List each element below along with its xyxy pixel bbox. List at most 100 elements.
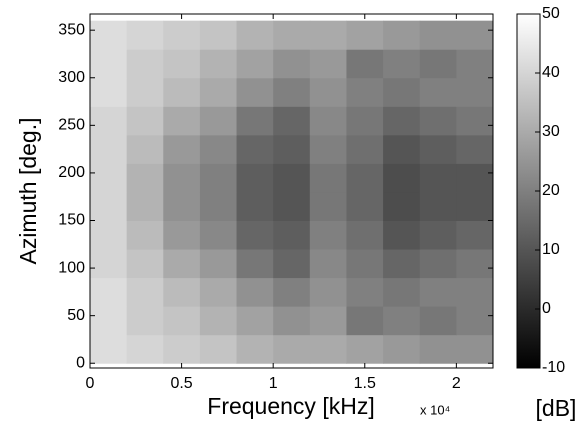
colorbar-tick-label: 30 bbox=[542, 123, 560, 140]
heatmap-cell bbox=[419, 191, 457, 221]
heatmap-cell bbox=[456, 163, 494, 193]
x-tick-label: 1 bbox=[269, 375, 278, 392]
heatmap-cell bbox=[163, 163, 201, 193]
y-axis-label: Azimuth [deg.] bbox=[15, 117, 41, 264]
heatmap-cell bbox=[163, 106, 201, 136]
heatmap-cell bbox=[126, 77, 164, 107]
heatmap-cell bbox=[199, 306, 238, 336]
heatmap-cell bbox=[309, 220, 347, 250]
heatmap-cell bbox=[309, 134, 347, 164]
heatmap-cell bbox=[346, 220, 384, 250]
heatmap-cell bbox=[309, 306, 347, 336]
heatmap-cell bbox=[236, 163, 274, 193]
heatmap-cell bbox=[126, 134, 164, 164]
heatmap-cell bbox=[456, 20, 494, 50]
heatmap-cell bbox=[90, 134, 128, 164]
heatmap-cell bbox=[163, 49, 201, 79]
heatmap-cell bbox=[419, 20, 457, 50]
colorbar-tick-label: -10 bbox=[542, 359, 565, 376]
x-multiplier: x 10⁴ bbox=[420, 402, 450, 417]
heatmap-cell bbox=[163, 220, 201, 250]
colorbar-tick-label: 40 bbox=[542, 64, 560, 81]
heatmap-cell bbox=[126, 163, 164, 193]
heatmap-cell bbox=[90, 249, 128, 279]
heatmap-cell bbox=[273, 249, 311, 279]
heatmap-cell bbox=[90, 20, 128, 50]
heatmap-cell bbox=[456, 220, 494, 250]
x-tick-label: 0 bbox=[86, 375, 95, 392]
heatmap-cell bbox=[419, 163, 457, 193]
heatmap-cell bbox=[199, 106, 238, 136]
heatmap-cell bbox=[273, 191, 311, 221]
heatmap-cell bbox=[309, 334, 347, 364]
heatmap-cell bbox=[199, 77, 238, 107]
heatmap-cell bbox=[383, 191, 421, 221]
heatmap-cell bbox=[236, 334, 274, 364]
colorbar-tick-label: 50 bbox=[542, 5, 560, 22]
heatmap-cell bbox=[456, 334, 494, 364]
heatmap-cell bbox=[199, 49, 238, 79]
heatmap-cell bbox=[383, 163, 421, 193]
heatmap-cell bbox=[236, 20, 274, 50]
heatmap-cell bbox=[163, 277, 201, 307]
heatmap-cell bbox=[163, 306, 201, 336]
heatmap-cell bbox=[383, 277, 421, 307]
heatmap-cell bbox=[163, 20, 201, 50]
heatmap-cell bbox=[199, 220, 238, 250]
heatmap-cell bbox=[419, 134, 457, 164]
heatmap-cell bbox=[419, 220, 457, 250]
heatmap-cell bbox=[346, 191, 384, 221]
x-axis-label: Frequency [kHz] bbox=[207, 393, 374, 419]
heatmap-cell bbox=[456, 277, 494, 307]
heatmap-cell bbox=[163, 334, 201, 364]
heatmap-cell bbox=[419, 77, 457, 107]
heatmap-cell bbox=[126, 334, 164, 364]
heatmap-cell bbox=[383, 134, 421, 164]
heatmap-cell bbox=[199, 191, 238, 221]
heatmap-cell bbox=[383, 306, 421, 336]
heatmap-cell bbox=[236, 134, 274, 164]
heatmap-cell bbox=[309, 20, 347, 50]
heatmap-cell bbox=[126, 106, 164, 136]
heatmap-cell bbox=[419, 49, 457, 79]
y-tick-label: 0 bbox=[76, 354, 85, 371]
y-tick-label: 50 bbox=[67, 307, 85, 324]
heatmap-cell bbox=[199, 163, 238, 193]
heatmap-cell bbox=[346, 277, 384, 307]
heatmap-cell bbox=[346, 249, 384, 279]
heatmap-cell bbox=[236, 220, 274, 250]
heatmap-cell bbox=[309, 277, 347, 307]
heatmap-cell bbox=[456, 306, 494, 336]
heatmap-cell bbox=[346, 20, 384, 50]
heatmap-cell bbox=[90, 49, 128, 79]
heatmap-cell bbox=[163, 77, 201, 107]
heatmap-cell bbox=[236, 306, 274, 336]
x-tick-label: 0.5 bbox=[170, 375, 192, 392]
heatmap-cell bbox=[273, 106, 311, 136]
heatmap-cell bbox=[199, 134, 238, 164]
heatmap-cell bbox=[126, 277, 164, 307]
heatmap-cell bbox=[90, 334, 128, 364]
heatmap-cell bbox=[236, 106, 274, 136]
heatmap-cell bbox=[90, 277, 128, 307]
heatmap-cell bbox=[346, 49, 384, 79]
y-tick-label: 100 bbox=[58, 259, 85, 276]
colorbar-tick-label: 20 bbox=[542, 182, 560, 199]
heatmap-cell bbox=[273, 77, 311, 107]
heatmap-cell bbox=[309, 191, 347, 221]
heatmap-cell bbox=[236, 49, 274, 79]
heatmap-cell bbox=[309, 106, 347, 136]
colorbar-label: [dB] bbox=[536, 395, 577, 421]
heatmap-cell bbox=[199, 20, 238, 50]
y-tick-label: 350 bbox=[58, 21, 85, 38]
heatmap-cell bbox=[90, 106, 128, 136]
heatmap-cell bbox=[456, 49, 494, 79]
heatmap-cell bbox=[309, 163, 347, 193]
heatmap-cell bbox=[456, 106, 494, 136]
heatmap-cell bbox=[126, 306, 164, 336]
heatmap-cell bbox=[90, 163, 128, 193]
heatmap-cell bbox=[236, 277, 274, 307]
heatmap-cell bbox=[163, 249, 201, 279]
heatmap-cell bbox=[309, 49, 347, 79]
